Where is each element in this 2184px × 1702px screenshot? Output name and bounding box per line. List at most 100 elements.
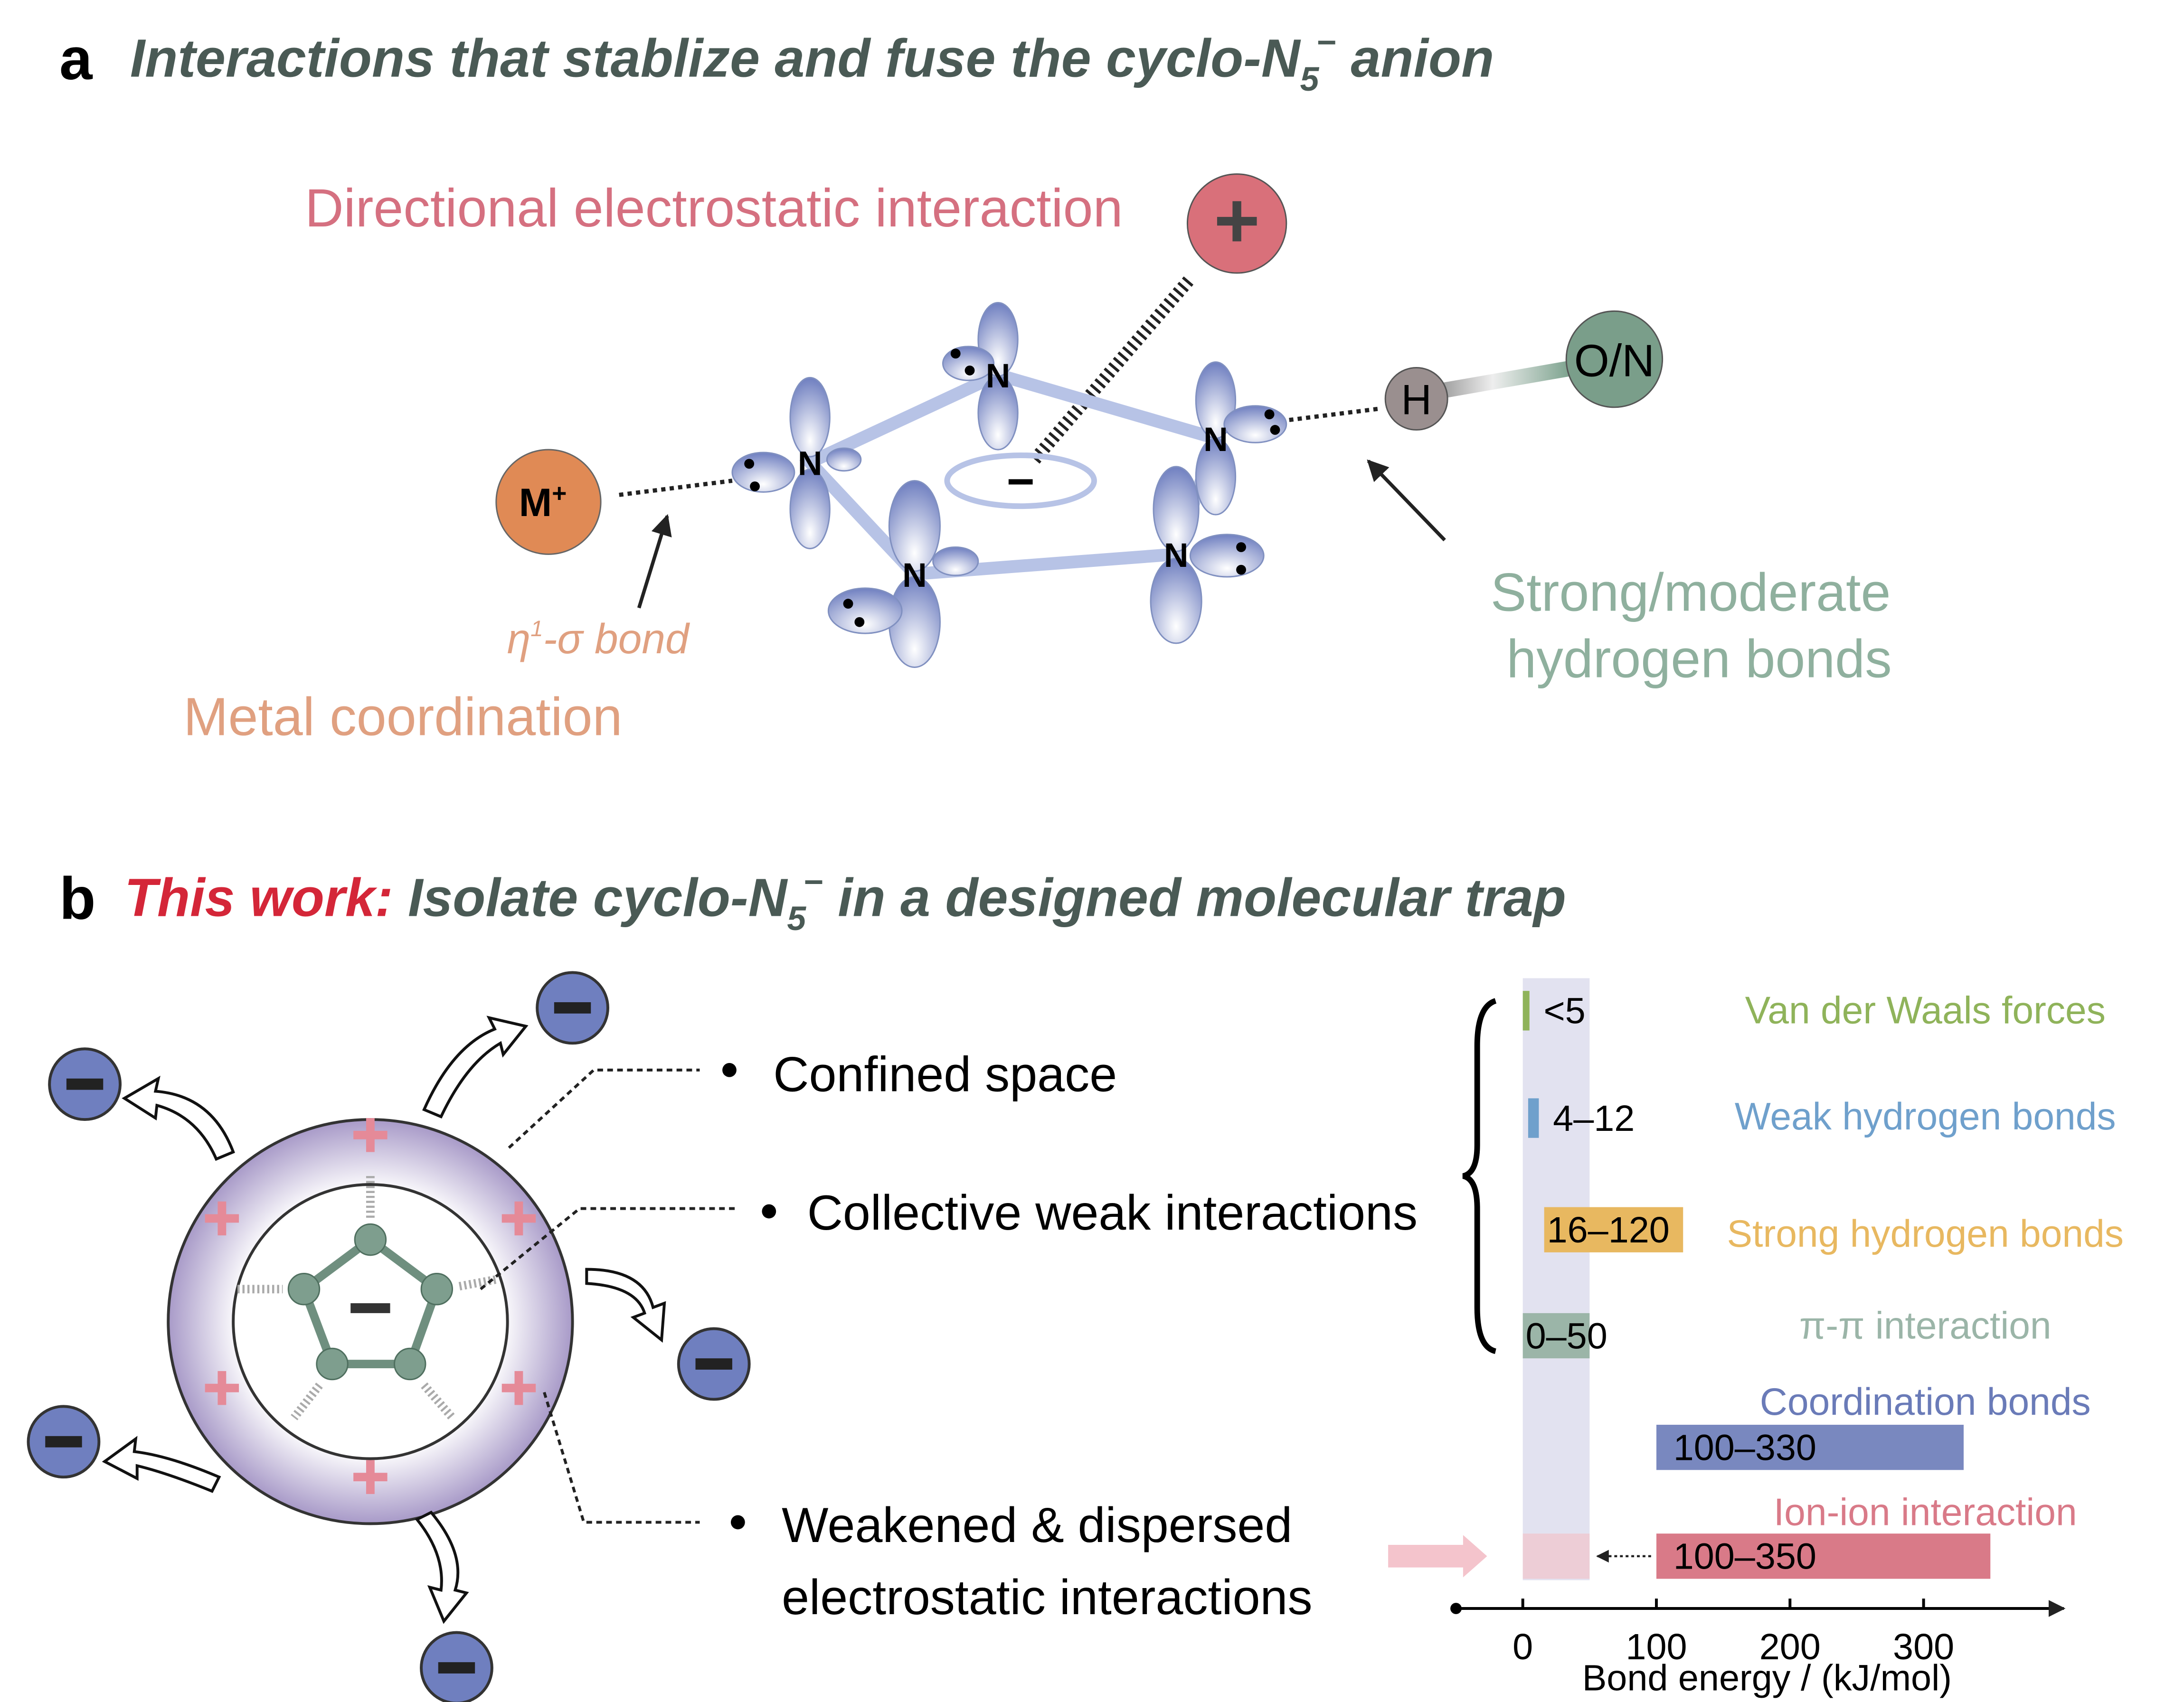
energy-chart: <5 Van der Waals forces 4–12 Weak hydrogen … [1388, 978, 2124, 1699]
hydrogen-label: H [1401, 376, 1432, 423]
title-text: in a designed molecular trap [823, 867, 1566, 927]
bar-label: 0–50 [1526, 1316, 1607, 1356]
series-name: π-π interaction [1799, 1304, 2052, 1347]
title-sub: 5 [1300, 60, 1320, 98]
bar-label: <5 [1543, 991, 1585, 1032]
series-name: Coordination bonds [1760, 1381, 2091, 1423]
range-bar [1522, 1313, 1590, 1359]
highlight-band [1522, 1533, 1590, 1579]
title-sub: 5 [787, 900, 806, 938]
title-highlight: This work: [124, 867, 393, 927]
brace [1462, 998, 1497, 1354]
bond-type: η1-σ bond [507, 615, 690, 662]
plus [514, 1201, 523, 1236]
donor-label: O/N [1574, 336, 1655, 386]
anion-sign [438, 1662, 475, 1674]
plus [366, 1118, 375, 1152]
feature: Collective weak interactions [807, 1185, 1418, 1241]
hbond-link [1289, 406, 1380, 423]
label: hydrogen bonds [1506, 629, 1891, 688]
bullets [722, 1063, 776, 1530]
atom: N [902, 556, 927, 594]
x-tick-label: 100 [1626, 1627, 1687, 1667]
atom: N [1203, 421, 1228, 459]
bar-label: 100–350 [1673, 1536, 1816, 1577]
arrow [1367, 459, 1446, 542]
weak-contacts [237, 1176, 499, 1421]
leader-lines [480, 1068, 735, 1524]
covalent-bond [1426, 357, 1592, 401]
trapped-atoms [287, 1223, 454, 1381]
metal-charge: + [552, 479, 567, 508]
metal-symbol: M [519, 480, 552, 525]
feature: Weakened & dispersed [782, 1498, 1292, 1553]
ring-charge: − [1007, 454, 1035, 508]
plus [366, 1460, 375, 1494]
pointer [1388, 1535, 1487, 1578]
eta: η [507, 615, 531, 662]
trapped-charge [350, 1303, 390, 1313]
series-name: Weak hydrogen bonds [1735, 1095, 2116, 1138]
x-axis-label: Bond energy / (kJ/mol) [1582, 1658, 1952, 1699]
electrostatic-link [1030, 274, 1195, 464]
feature: electrostatic interactions [782, 1570, 1312, 1625]
panel-title: Interactions that stablize and fuse the … [130, 24, 1494, 98]
range-bar [1656, 1533, 1991, 1579]
atom: N [798, 445, 823, 483]
cation-sign: + [1214, 176, 1260, 264]
atom: N [986, 357, 1011, 395]
coordination-link [619, 479, 733, 497]
range-bar [1528, 1098, 1539, 1138]
bar-label: 4–12 [1553, 1098, 1635, 1139]
label: Strong/moderate [1491, 562, 1891, 622]
series-name: Strong hydrogen bonds [1727, 1213, 2124, 1255]
panel-b: b This work: Isolate cyclo-N5− in a desi… [27, 863, 2124, 1702]
x-tick-label: 300 [1893, 1627, 1954, 1667]
axis-origin [1450, 1603, 1462, 1614]
highlight-band [1522, 978, 1590, 1580]
bond-rest: -σ bond [543, 615, 690, 662]
panel-letter: b [59, 865, 95, 931]
panel-letter: a [59, 26, 93, 92]
arrow [637, 514, 672, 609]
panel-a: a Interactions that stablize and fuse th… [59, 24, 1892, 747]
anion-sign [45, 1436, 82, 1448]
donor [1565, 310, 1664, 408]
range-bar [1544, 1207, 1683, 1252]
trap-cavity [232, 1183, 509, 1460]
atoms: N N N N N [798, 357, 1228, 594]
title-sup: − [803, 863, 823, 901]
feature: Confined space [773, 1047, 1117, 1102]
release-arrows [102, 1016, 666, 1624]
title-sup: − [1316, 24, 1336, 62]
series-name: Ion-ion interaction [1774, 1491, 2077, 1533]
lone-pairs [744, 348, 1280, 627]
x-tick-label: 0 [1513, 1627, 1533, 1667]
plus [514, 1371, 523, 1405]
eta-sup: 1 [530, 616, 543, 641]
x-tick-label: 200 [1759, 1627, 1821, 1667]
plus [217, 1371, 227, 1405]
ring-charges [205, 1118, 536, 1494]
title-text: Isolate cyclo-N [393, 867, 788, 927]
title-text: anion [1336, 28, 1494, 88]
orbitals [731, 302, 1287, 668]
range-bar [1522, 991, 1530, 1031]
label: Metal coordination [183, 686, 622, 746]
delocalized-ring [944, 452, 1097, 509]
plus [217, 1201, 227, 1236]
bar-label: 100–330 [1673, 1427, 1816, 1468]
panel-title: This work: Isolate cyclo-N5− in a design… [124, 863, 1566, 938]
label: Directional electrostatic interaction [305, 178, 1123, 238]
title-text: Interactions that stablize and fuse the … [130, 28, 1301, 88]
atom: N [1164, 536, 1189, 574]
anion-sign [554, 1002, 591, 1014]
released-anions [27, 971, 751, 1702]
anion-sign [695, 1358, 732, 1370]
range-bar [1656, 1425, 1964, 1470]
metal-label: M+ [519, 479, 567, 525]
cation [1186, 173, 1287, 274]
series-name: Van der Waals forces [1745, 989, 2106, 1032]
metal [495, 449, 602, 555]
